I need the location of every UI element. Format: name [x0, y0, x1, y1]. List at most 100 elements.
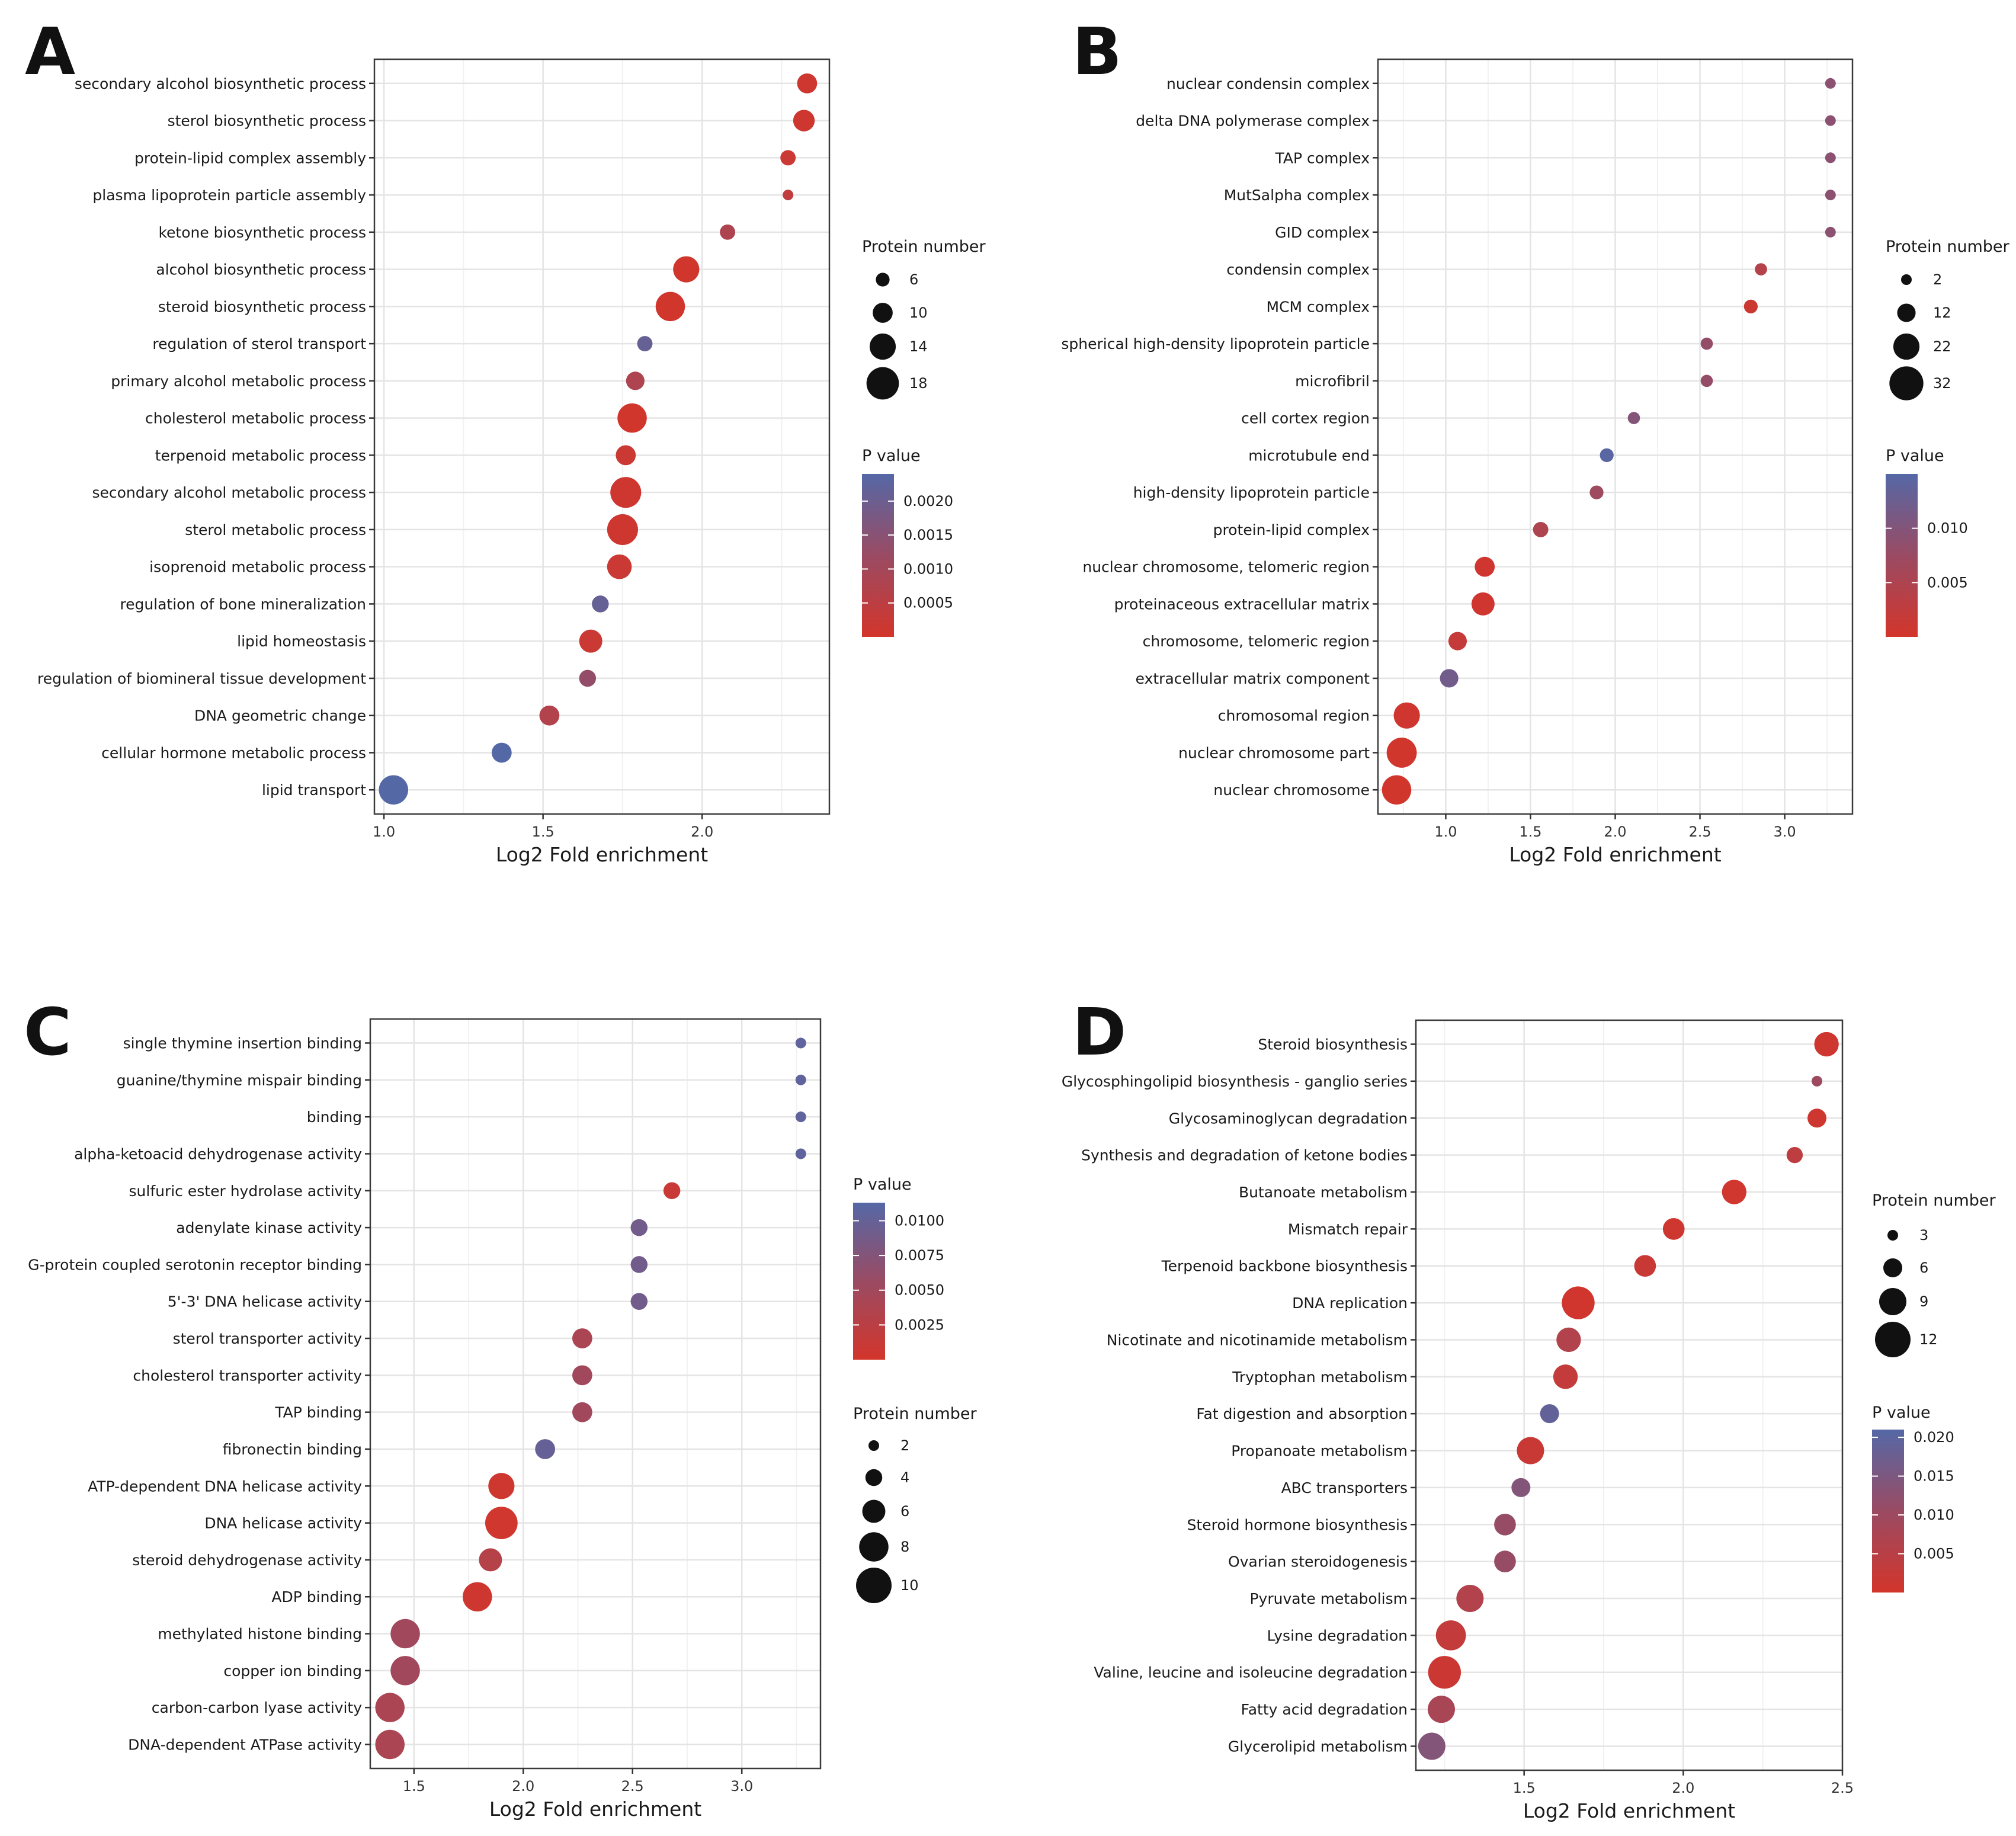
- size-legend-label: 18: [909, 375, 928, 392]
- data-point: [1427, 1696, 1455, 1723]
- panel-letter: C: [24, 994, 72, 1070]
- category-label: steroid dehydrogenase activity: [132, 1552, 362, 1569]
- category-label: adenylate kinase activity: [176, 1219, 362, 1236]
- x-tick-label: 2.0: [691, 824, 713, 840]
- size-legend-label: 3: [1919, 1227, 1928, 1244]
- category-label: chromosomal region: [1218, 707, 1370, 725]
- data-point: [610, 477, 642, 508]
- category-label: steroid biosynthetic process: [158, 298, 366, 315]
- category-label: high-density lipoprotein particle: [1133, 484, 1370, 501]
- data-point: [1511, 1478, 1531, 1497]
- category-label: TAP complex: [1275, 149, 1370, 166]
- size-legend-dot: [1875, 1322, 1911, 1357]
- size-legend-label: 2: [1933, 271, 1942, 288]
- size-legend-label: 6: [909, 271, 918, 288]
- data-point: [1382, 775, 1412, 805]
- data-point: [1556, 1327, 1581, 1353]
- category-label: secondary alcohol metabolic process: [92, 484, 366, 501]
- size-legend-label: 10: [900, 1577, 919, 1594]
- data-point: [579, 629, 602, 653]
- panel-d: D Steroid biosynthesis Glycosphingolipid b…: [1062, 994, 1996, 1822]
- data-point: [1662, 1218, 1685, 1240]
- category-label: sulfuric ester hydrolase activity: [129, 1183, 363, 1200]
- x-axis-title: Log2 Fold enrichment: [1523, 1799, 1735, 1822]
- category-label: Propanoate metabolism: [1231, 1443, 1408, 1460]
- size-legend-label: 12: [1933, 305, 1951, 321]
- data-point: [655, 291, 685, 322]
- size-legend-dot: [873, 303, 893, 323]
- x-tick-label: 1.5: [403, 1778, 425, 1795]
- data-point: [793, 110, 815, 132]
- color-legend-label: 0.0015: [903, 527, 953, 543]
- data-point: [488, 1473, 515, 1499]
- x-tick-label: 1.5: [1513, 1780, 1536, 1796]
- x-tick-label: 1.5: [532, 824, 555, 840]
- category-label: Valine, leucine and isoleucine degradati…: [1094, 1664, 1408, 1681]
- data-point: [390, 1619, 420, 1649]
- data-point: [1825, 115, 1836, 126]
- color-legend-bar: [853, 1203, 885, 1360]
- data-point: [783, 190, 794, 201]
- category-label: alcohol biosynthetic process: [156, 261, 366, 278]
- data-point: [1448, 632, 1467, 651]
- category-label: Nicotinate and nicotinamide metabolism: [1107, 1331, 1408, 1348]
- data-point: [1517, 1437, 1544, 1465]
- category-label: single thymine insertion binding: [123, 1035, 362, 1052]
- color-legend-bar: [862, 474, 894, 637]
- data-point: [630, 1293, 648, 1310]
- x-tick-label: 1.5: [1519, 824, 1541, 840]
- category-label: methylated histone binding: [158, 1626, 362, 1643]
- data-point: [616, 445, 636, 466]
- color-legend-label: 0.005: [1927, 574, 1968, 591]
- size-legend-label: 32: [1933, 375, 1951, 392]
- size-legend-label: 22: [1933, 338, 1951, 355]
- category-label: sterol biosynthetic process: [168, 113, 366, 130]
- data-point: [1825, 190, 1836, 201]
- size-legend-dot: [856, 1568, 892, 1603]
- category-label: cholesterol transporter activity: [133, 1367, 362, 1384]
- size-legend-dot: [868, 1440, 879, 1451]
- data-point: [592, 595, 609, 613]
- size-legend-dot: [1879, 1288, 1906, 1315]
- data-point: [1494, 1513, 1516, 1536]
- data-point: [637, 336, 653, 352]
- data-point: [1807, 1108, 1827, 1128]
- data-point: [1428, 1656, 1461, 1689]
- category-label: MutSalpha complex: [1224, 187, 1370, 204]
- category-label: Pyruvate metabolism: [1249, 1590, 1408, 1607]
- data-point: [579, 669, 597, 687]
- category-label: nuclear chromosome: [1213, 781, 1370, 799]
- data-point: [379, 775, 408, 805]
- data-point: [1743, 299, 1758, 313]
- data-point: [617, 403, 647, 433]
- data-point: [1475, 556, 1495, 577]
- x-tick-label: 2.5: [1831, 1780, 1854, 1796]
- color-legend-label: 0.0025: [895, 1316, 944, 1333]
- category-label: ABC transporters: [1281, 1479, 1408, 1497]
- x-tick-label: 1.0: [1434, 824, 1457, 840]
- category-label: G-protein coupled serotonin receptor bin…: [28, 1256, 362, 1273]
- category-label: Butanoate metabolism: [1239, 1184, 1408, 1201]
- size-legend-dot: [859, 1532, 889, 1562]
- x-axis-title: Log2 Fold enrichment: [496, 843, 708, 866]
- x-tick-label: 2.5: [1688, 824, 1711, 840]
- color-legend-label: 0.0005: [903, 595, 953, 611]
- category-label: regulation of biomineral tissue developm…: [37, 670, 366, 687]
- category-label: secondary alcohol biosynthetic process: [75, 75, 366, 92]
- data-point: [1755, 263, 1767, 275]
- data-point: [491, 742, 512, 763]
- category-label: MCM complex: [1267, 298, 1370, 315]
- size-legend-label: 6: [900, 1503, 909, 1520]
- category-label: nuclear chromosome, telomeric region: [1082, 559, 1370, 576]
- category-label: DNA-dependent ATPase activity: [128, 1736, 362, 1753]
- category-label: microtubule end: [1248, 447, 1370, 464]
- size-legend-label: 4: [900, 1469, 909, 1486]
- data-point: [1812, 1075, 1823, 1087]
- size-legend-dot: [1889, 366, 1924, 400]
- data-point: [1435, 1620, 1466, 1651]
- category-label: delta DNA polymerase complex: [1136, 113, 1370, 130]
- plot-border: [373, 58, 831, 815]
